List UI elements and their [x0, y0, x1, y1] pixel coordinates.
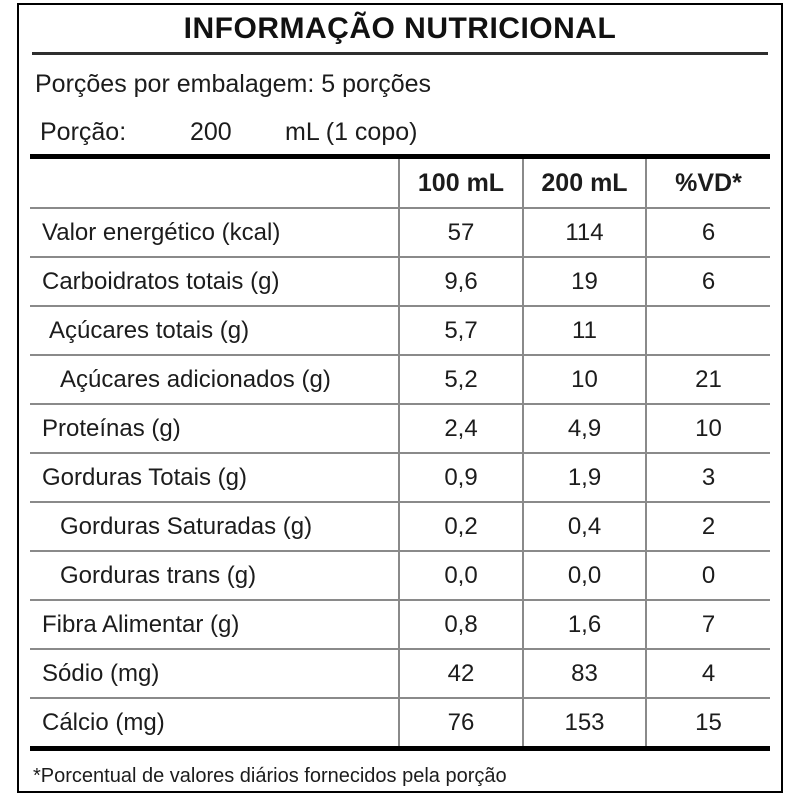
- table-row-valor-energetico: Valor energético (kcal) 57 114 6: [30, 207, 770, 256]
- daily-values-footnote: *Porcentual de valores diários fornecido…: [33, 765, 507, 787]
- value-200ml: 1,9: [522, 454, 645, 501]
- value-100ml: 0,8: [398, 601, 522, 648]
- value-pct-vd: 6: [645, 209, 770, 256]
- servings-per-package-text: Porções por embalagem: 5 porções: [35, 70, 432, 98]
- header-nutrient: [30, 159, 398, 207]
- table-row-gorduras-trans: Gorduras trans (g) 0,0 0,0 0: [30, 550, 770, 599]
- value-pct-vd: [645, 307, 770, 354]
- value-100ml: 76: [398, 699, 522, 746]
- table-row-gorduras-saturadas: Gorduras Saturadas (g) 0,2 0,4 2: [30, 501, 770, 550]
- value-pct-vd: 2: [645, 503, 770, 550]
- row-label: Gorduras trans (g): [60, 561, 257, 589]
- value-pct-vd: 6: [645, 258, 770, 305]
- header-100ml: 100 mL: [398, 159, 522, 207]
- row-label: Fibra Alimentar (g): [42, 610, 240, 638]
- value-200ml: 4,9: [522, 405, 645, 452]
- table-row-sodio: Sódio (mg) 42 83 4: [30, 648, 770, 697]
- value-pct-vd: 3: [645, 454, 770, 501]
- row-label: Gorduras Saturadas (g): [60, 512, 313, 540]
- table-row-proteinas: Proteínas (g) 2,4 4,9 10: [30, 403, 770, 452]
- table-header-row: 100 mL 200 mL %VD*: [30, 159, 770, 207]
- row-label: Cálcio (mg): [42, 708, 165, 736]
- nutrition-label-box: INFORMAÇÃO NUTRICIONAL Porções por embal…: [17, 3, 783, 793]
- row-label: Açúcares adicionados (g): [60, 365, 331, 393]
- value-pct-vd: 21: [645, 356, 770, 403]
- value-100ml: 42: [398, 650, 522, 697]
- value-100ml: 5,7: [398, 307, 522, 354]
- value-100ml: 57: [398, 209, 522, 256]
- row-label: Valor energético (kcal): [42, 218, 281, 246]
- value-pct-vd: 10: [645, 405, 770, 452]
- value-200ml: 153: [522, 699, 645, 746]
- value-200ml: 0,4: [522, 503, 645, 550]
- value-100ml: 9,6: [398, 258, 522, 305]
- nutrition-table: 100 mL 200 mL %VD* Valor energético (kca…: [30, 159, 770, 746]
- value-100ml: 2,4: [398, 405, 522, 452]
- portion-line: Porção: 200 mL (1 copo): [19, 116, 781, 148]
- value-pct-vd: 0: [645, 552, 770, 599]
- value-200ml: 1,6: [522, 601, 645, 648]
- table-row-carboidratos-totais: Carboidratos totais (g) 9,6 19 6: [30, 256, 770, 305]
- table-row-acucares-totais: Açúcares totais (g) 5,7 11: [30, 305, 770, 354]
- value-200ml: 19: [522, 258, 645, 305]
- table-row-acucares-adicionados: Açúcares adicionados (g) 5,2 10 21: [30, 354, 770, 403]
- value-100ml: 0,0: [398, 552, 522, 599]
- value-100ml: 5,2: [398, 356, 522, 403]
- value-100ml: 0,9: [398, 454, 522, 501]
- table-row-calcio: Cálcio (mg) 76 153 15: [30, 697, 770, 746]
- table-top-rule: [30, 154, 770, 159]
- portion-value: 200: [190, 118, 232, 146]
- value-200ml: 11: [522, 307, 645, 354]
- value-pct-vd: 7: [645, 601, 770, 648]
- row-label: Gorduras Totais (g): [42, 463, 247, 491]
- value-pct-vd: 15: [645, 699, 770, 746]
- row-label: Sódio (mg): [42, 659, 160, 687]
- value-pct-vd: 4: [645, 650, 770, 697]
- portion-unit: mL (1 copo): [285, 118, 418, 146]
- row-label: Proteínas (g): [42, 414, 181, 442]
- table-bottom-rule: [30, 746, 770, 751]
- row-label: Carboidratos totais (g): [42, 267, 280, 295]
- value-200ml: 0,0: [522, 552, 645, 599]
- value-200ml: 83: [522, 650, 645, 697]
- value-200ml: 10: [522, 356, 645, 403]
- row-label: Açúcares totais (g): [49, 316, 250, 344]
- page-title: INFORMAÇÃO NUTRICIONAL: [183, 12, 617, 45]
- table-row-gorduras-totais: Gorduras Totais (g) 0,9 1,9 3: [30, 452, 770, 501]
- header-pct-vd: %VD*: [645, 159, 770, 207]
- portion-label: Porção:: [40, 118, 127, 146]
- value-200ml: 114: [522, 209, 645, 256]
- title-divider: [32, 52, 768, 55]
- value-100ml: 0,2: [398, 503, 522, 550]
- header-200ml: 200 mL: [522, 159, 645, 207]
- table-row-fibra-alimentar: Fibra Alimentar (g) 0,8 1,6 7: [30, 599, 770, 648]
